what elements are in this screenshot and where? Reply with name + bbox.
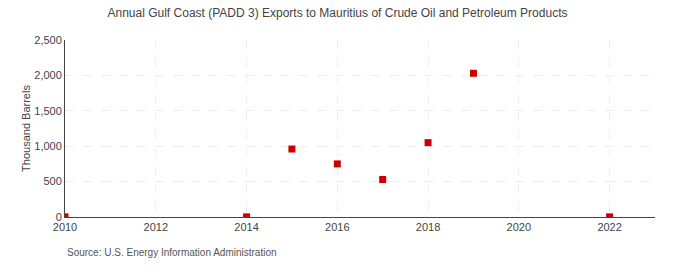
svg-text:0: 0 [56,211,62,223]
svg-text:2,000: 2,000 [34,69,62,81]
svg-text:2012: 2012 [144,221,168,233]
svg-text:2,500: 2,500 [34,34,62,46]
svg-text:2016: 2016 [325,221,349,233]
svg-text:Thousand Barrels: Thousand Barrels [20,85,32,172]
svg-text:2018: 2018 [416,221,440,233]
svg-text:2010: 2010 [53,221,77,233]
svg-text:2020: 2020 [507,221,531,233]
svg-text:1,000: 1,000 [34,140,62,152]
svg-text:500: 500 [43,175,61,187]
svg-text:Source: U.S. Energy Informatio: Source: U.S. Energy Information Administ… [67,247,277,258]
svg-text:1,500: 1,500 [34,105,62,117]
svg-text:2022: 2022 [597,221,621,233]
svg-text:2014: 2014 [234,221,258,233]
svg-text:Annual Gulf Coast (PADD 3) Exp: Annual Gulf Coast (PADD 3) Exports to Ma… [108,6,568,20]
